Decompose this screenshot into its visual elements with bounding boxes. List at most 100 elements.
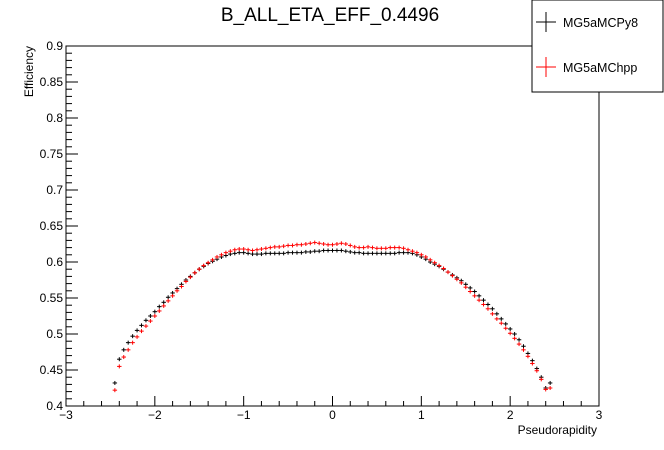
y-tick-label: 0.5	[46, 327, 63, 341]
data-point	[201, 263, 206, 268]
data-point	[388, 251, 393, 256]
data-point	[139, 323, 144, 328]
data-point	[143, 324, 149, 329]
data-point	[494, 316, 500, 321]
data-point	[525, 354, 531, 359]
data-point	[370, 245, 375, 250]
data-point	[152, 314, 158, 318]
data-point	[254, 252, 260, 257]
legend-label-mg5amcpy8: MG5aMCPy8	[563, 16, 638, 30]
data-point	[445, 270, 451, 275]
data-point	[410, 249, 415, 254]
data-point	[308, 241, 313, 246]
data-point	[205, 260, 211, 265]
data-point	[507, 331, 513, 336]
x-tick-label: 0	[329, 408, 336, 422]
data-point	[352, 250, 357, 255]
data-point	[401, 246, 406, 251]
data-point	[268, 245, 273, 250]
data-point	[241, 247, 246, 252]
data-point	[370, 251, 375, 256]
data-point	[157, 308, 162, 313]
data-point	[325, 242, 331, 247]
data-point	[339, 248, 344, 253]
data-point	[392, 251, 397, 256]
data-point	[232, 251, 238, 256]
x-tick-label: −3	[59, 408, 73, 422]
data-point	[503, 326, 508, 331]
data-point	[259, 252, 264, 257]
data-point	[485, 306, 491, 311]
legend-marker-mg5amcpy8	[536, 12, 556, 32]
data-point	[321, 248, 326, 253]
y-tick-label: 0.65	[40, 219, 64, 233]
data-point	[485, 302, 491, 307]
chart-title: B_ALL_ETA_EFF_0.4496	[221, 5, 439, 26]
data-point	[503, 321, 508, 326]
data-point	[285, 243, 291, 248]
data-point	[188, 275, 193, 280]
data-point	[237, 247, 242, 252]
data-point	[459, 280, 464, 285]
data-point	[494, 311, 500, 316]
data-point	[414, 250, 420, 255]
data-point	[276, 244, 282, 249]
data-point	[134, 328, 140, 333]
data-point	[379, 251, 384, 256]
data-point	[276, 251, 282, 256]
data-point	[237, 250, 242, 255]
data-point	[130, 340, 135, 345]
data-point	[530, 361, 535, 366]
data-point	[356, 245, 362, 250]
data-point	[245, 251, 251, 256]
data-point	[157, 304, 162, 309]
data-point	[490, 311, 495, 316]
data-point	[148, 314, 153, 318]
data-point	[139, 329, 144, 334]
data-point	[117, 357, 122, 362]
data-point	[299, 242, 304, 247]
data-point	[450, 273, 455, 278]
data-point	[361, 245, 366, 250]
data-point	[281, 244, 286, 249]
data-point	[148, 319, 153, 324]
data-point	[263, 246, 269, 251]
data-point	[294, 250, 300, 255]
data-point	[534, 368, 540, 373]
data-point	[543, 387, 548, 392]
data-point	[174, 288, 180, 293]
data-point	[383, 251, 389, 256]
data-point	[223, 250, 229, 255]
data-point	[250, 248, 255, 253]
data-point	[165, 298, 171, 303]
data-point	[152, 309, 158, 314]
data-point	[312, 249, 317, 254]
data-point	[121, 347, 126, 352]
data-point	[192, 270, 198, 275]
data-point	[210, 257, 215, 262]
x-tick-label: 2	[507, 408, 514, 422]
data-point	[214, 254, 220, 259]
data-point	[285, 250, 291, 255]
data-point	[161, 300, 166, 305]
y-tick-label: 0.75	[40, 147, 64, 161]
data-point	[241, 250, 246, 255]
data-point	[401, 250, 406, 255]
data-point	[419, 252, 424, 257]
data-point	[143, 318, 149, 323]
data-point	[117, 364, 122, 369]
data-point	[290, 243, 295, 248]
y-tick-label: 0.9	[46, 39, 63, 53]
data-point	[432, 260, 437, 265]
data-marks	[112, 240, 553, 393]
data-point	[125, 347, 131, 352]
data-point	[272, 251, 277, 256]
data-point	[348, 243, 353, 248]
data-point	[303, 249, 309, 254]
data-point	[365, 244, 371, 249]
data-point	[125, 340, 131, 345]
data-point	[334, 248, 340, 253]
y-tick-label: 0.4	[46, 399, 63, 413]
data-point	[472, 293, 477, 298]
